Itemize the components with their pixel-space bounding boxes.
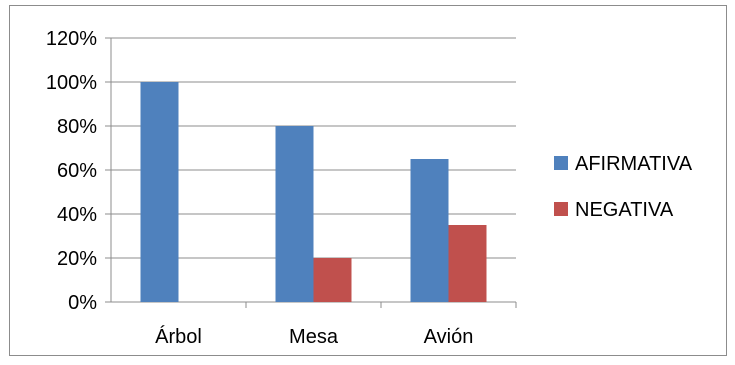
legend-swatch-afirmativa [554,156,568,170]
chart-frame [9,5,727,356]
legend-swatch-negativa [554,202,568,216]
legend-label-negativa: NEGATIVA [575,199,674,221]
bar-negativa-1 [313,258,352,302]
y-tick-label: 100% [46,72,97,94]
y-tick-label: 0% [68,292,97,314]
legend-label-afirmativa: AFIRMATIVA [575,153,693,175]
y-tick-label: 60% [57,160,97,182]
y-tick-label: 120% [46,28,97,50]
category-label: Avión [424,326,474,348]
category-label: Árbol [155,325,202,348]
y-tick-label: 20% [57,248,97,270]
category-label: Mesa [289,326,339,348]
bar-afirmativa-1 [275,126,314,302]
y-tick-label: 80% [57,116,97,138]
y-tick-label: 40% [57,204,97,226]
bar-afirmativa-2 [410,159,449,302]
bar-afirmativa-0 [140,82,179,302]
bar-negativa-2 [448,225,487,302]
